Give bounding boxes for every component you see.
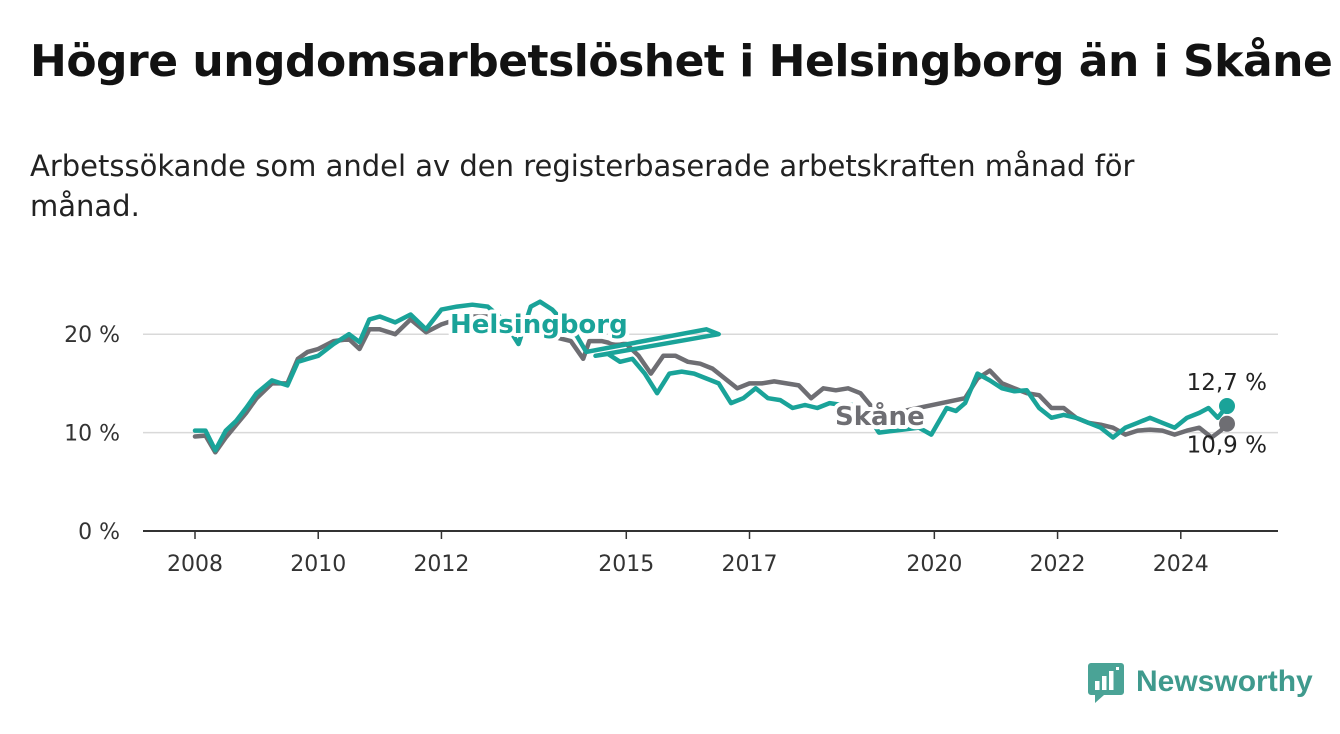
chart-subtitle: Arbetssökande som andel av den registerb…: [30, 149, 1135, 223]
x-tick-label: 2010: [290, 552, 346, 577]
y-tick-label: 0 %: [78, 520, 120, 545]
series-lines: [192, 299, 1230, 455]
end-value-skane: 10,9 %: [1187, 433, 1267, 459]
series-label-helsingborg: Helsingborg: [450, 310, 628, 340]
line-chart: 0 % 10 % 20 % 2008 2010 2012 2015 2017 2020 2022 2…: [64, 299, 1278, 577]
series-label-skane: Skåne: [835, 400, 925, 432]
end-value-helsingborg: 12,7 %: [1187, 370, 1267, 396]
x-tick-label: 2008: [167, 552, 223, 577]
series-line-helsingborg: [192, 299, 1230, 453]
end-marker-skne: [1219, 415, 1235, 432]
x-tick-label: 2015: [598, 552, 654, 577]
x-tick-label: 2022: [1030, 552, 1086, 577]
brand-name: Newsworthy: [1136, 665, 1313, 698]
y-tick-label: 10 %: [64, 422, 120, 447]
x-tick-label: 2020: [906, 552, 962, 577]
x-tick-label: 2017: [722, 552, 778, 577]
x-tick-label: 2024: [1153, 552, 1209, 577]
x-tick-label: 2012: [413, 552, 469, 577]
series-label-skane-halo: Skåne: [835, 400, 925, 432]
axes: 0 % 10 % 20 % 2008 2010 2012 2015 2017 2020 2022 2…: [64, 323, 1278, 577]
series-label-helsingborg-halo: Helsingborg: [450, 310, 628, 340]
y-tick-label: 20 %: [64, 323, 120, 348]
end-marker-helsingborg: [1219, 398, 1235, 415]
chart-title: Högre ungdomsarbetslöshet i Helsingborg …: [30, 36, 1333, 87]
bar-chart-speech-icon: [1088, 663, 1124, 703]
newsworthy-logo[interactable]: Newsworthy: [1088, 660, 1313, 704]
